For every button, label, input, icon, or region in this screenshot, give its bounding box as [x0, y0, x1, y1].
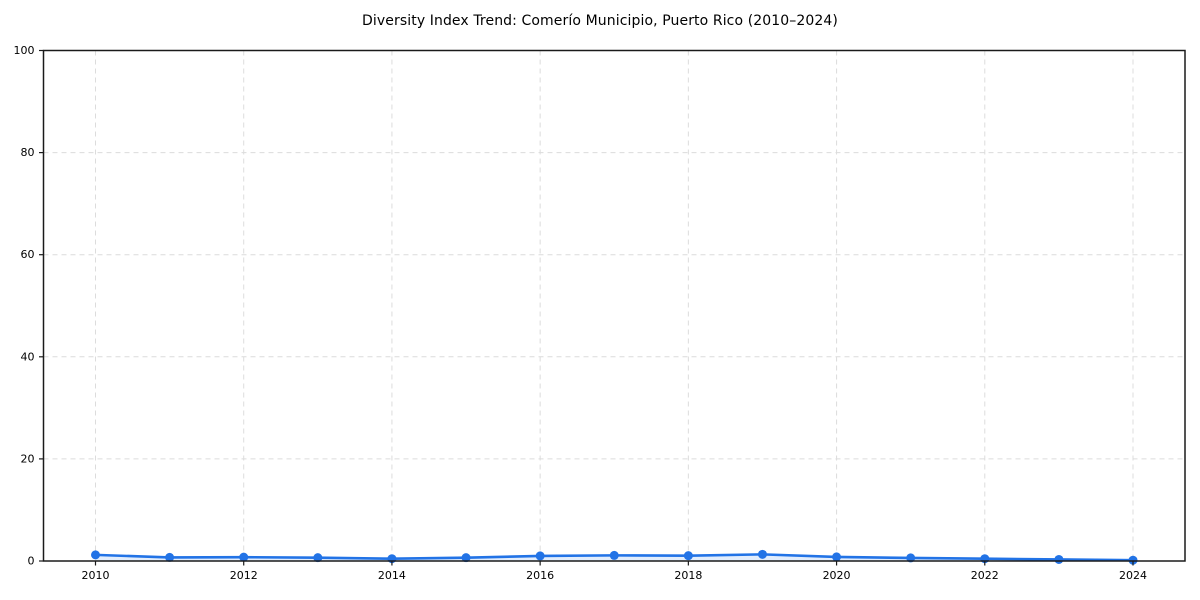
data-point — [609, 550, 619, 560]
plot-background — [43, 50, 1185, 561]
y-tick-label: 40 — [21, 350, 35, 363]
data-point — [1128, 555, 1138, 565]
data-point — [832, 552, 842, 562]
y-tick-label: 0 — [28, 555, 35, 568]
chart-title: Diversity Index Trend: Comerío Municipio… — [362, 13, 838, 29]
y-tick-label: 20 — [21, 452, 35, 465]
y-tick-label: 100 — [14, 44, 35, 57]
data-point — [239, 552, 249, 562]
data-point — [1054, 554, 1064, 564]
x-tick-label: 2012 — [230, 569, 258, 582]
y-tick-label: 60 — [21, 248, 35, 261]
data-point — [165, 552, 175, 562]
data-point — [906, 553, 916, 563]
data-point — [757, 549, 767, 559]
data-point — [683, 551, 693, 561]
x-tick-label: 2014 — [378, 569, 406, 582]
x-tick-label: 2018 — [674, 569, 702, 582]
data-point — [313, 553, 323, 563]
y-tick-label: 80 — [21, 146, 35, 159]
x-tick-label: 2024 — [1119, 569, 1147, 582]
axes-spines — [42, 49, 1186, 562]
x-tick-label: 2016 — [526, 569, 554, 582]
x-tick-label: 2020 — [823, 569, 851, 582]
data-point — [91, 550, 100, 560]
x-tick-label: 2022 — [971, 569, 999, 582]
x-tick-label: 2010 — [82, 569, 110, 582]
data-point — [461, 553, 471, 563]
data-point — [535, 551, 545, 561]
